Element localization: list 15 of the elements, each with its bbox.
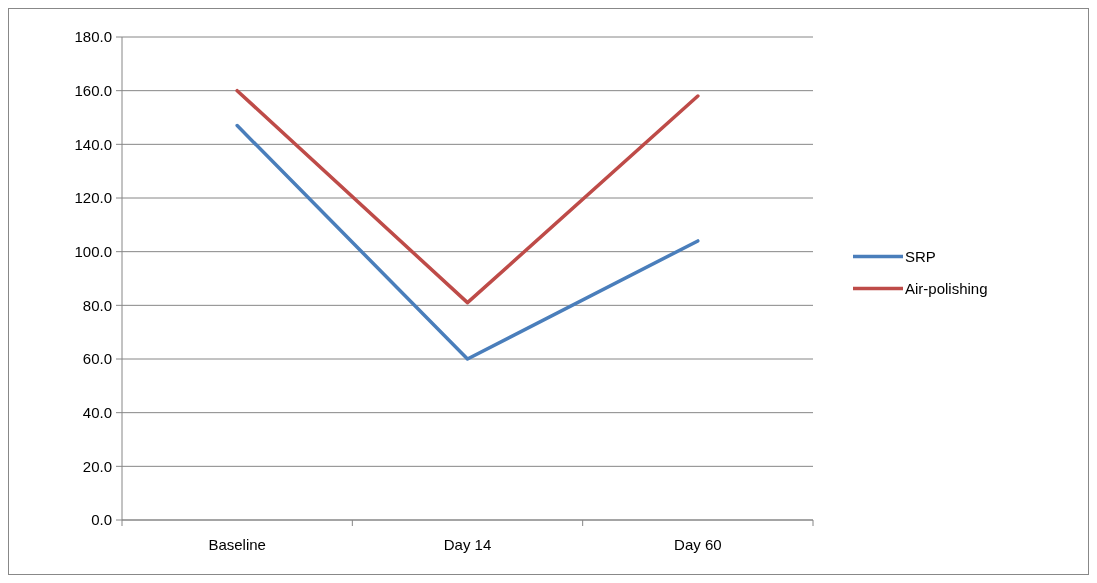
x-tick-label: Day 60 [674,536,722,553]
y-tick-label: 0.0 [91,511,112,529]
y-tick-label: 20.0 [82,457,112,475]
y-tick-label: 140.0 [74,135,112,153]
y-tick-label: 100.0 [74,242,112,260]
y-tick-label: 180.0 [74,28,112,46]
y-tick-label: 120.0 [74,189,112,207]
y-tick-label: 60.0 [82,350,112,368]
legend-label: Air-polishing [905,279,988,297]
x-tick-label: Baseline [208,536,266,553]
y-tick-label: 80.0 [82,296,112,314]
y-tick-label: 160.0 [74,81,112,99]
legend-label: SRP [905,247,936,265]
y-tick-label: 40.0 [82,403,112,421]
x-tick-label: Day 14 [443,536,492,553]
